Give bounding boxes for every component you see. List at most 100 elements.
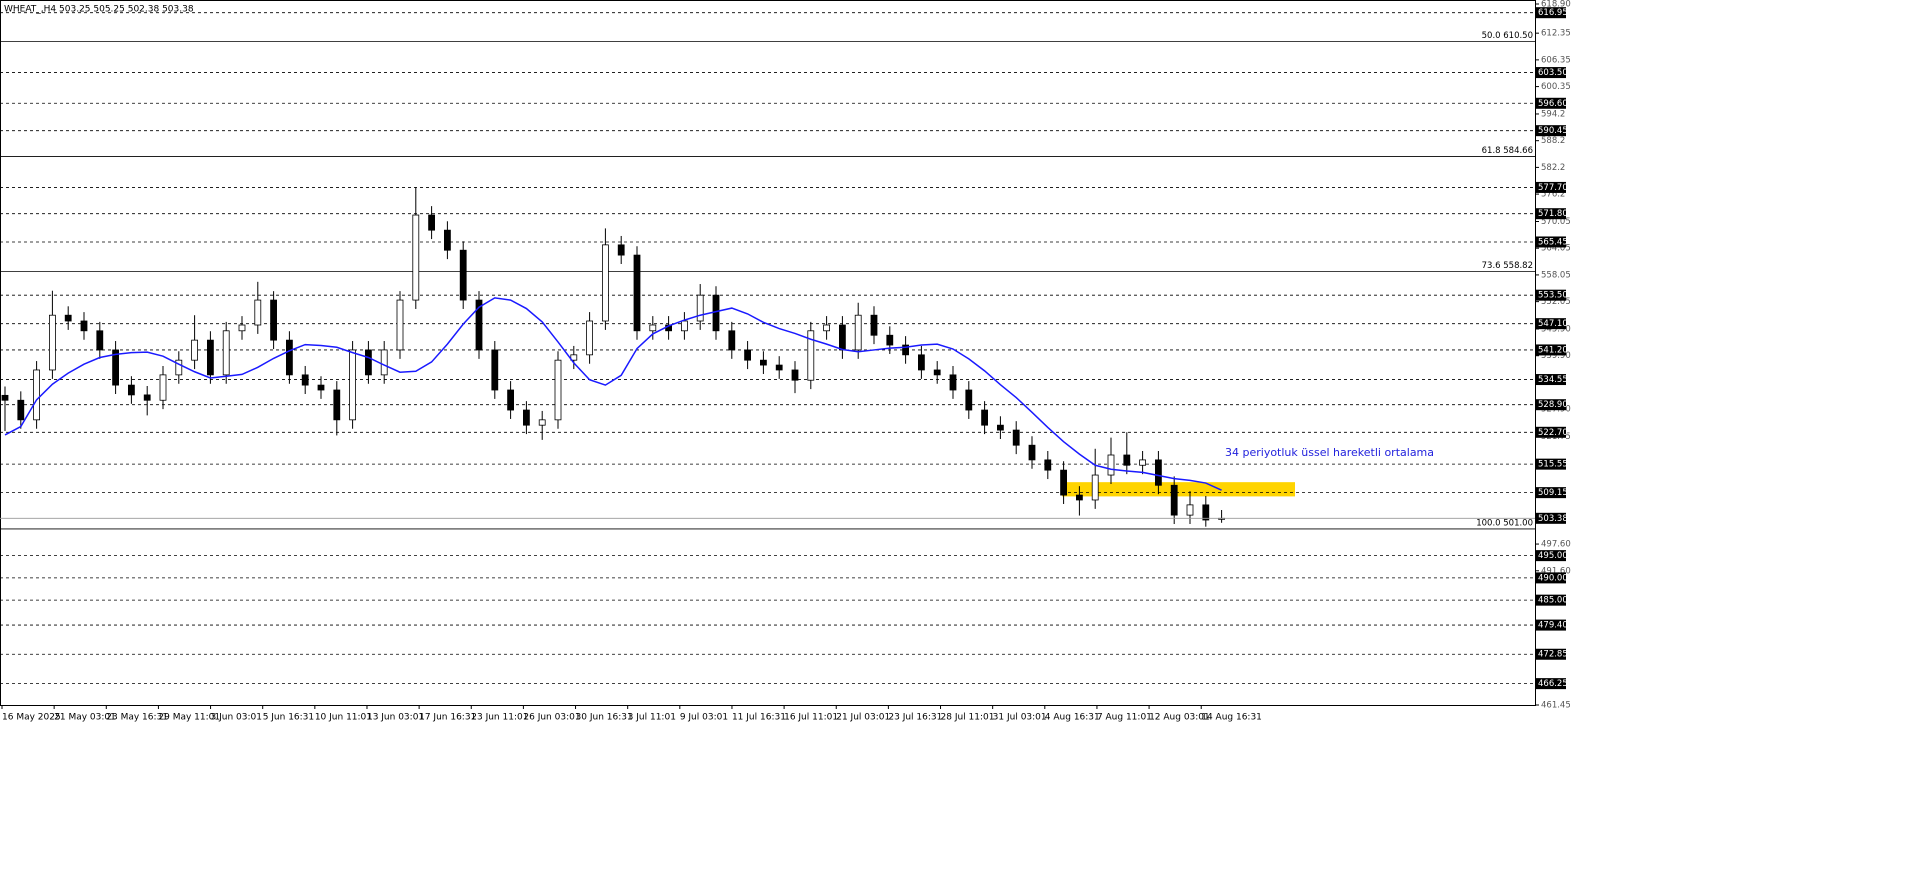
level-label: 522.70	[1538, 428, 1568, 438]
candle-body	[649, 324, 657, 332]
y-tick-label: 461.45	[1541, 701, 1571, 711]
x-tick-label: 21 Jul 03:01	[836, 713, 890, 723]
ema-line	[4, 297, 1222, 491]
level-label: 466.25	[1538, 679, 1568, 689]
level-box	[1536, 648, 1566, 660]
level-box	[1536, 426, 1566, 438]
candle-body	[949, 374, 957, 391]
candle-body	[112, 349, 119, 386]
x-tick-label: 30 Jun 16:31	[576, 713, 633, 723]
candle-body	[49, 314, 56, 371]
level-box	[1536, 487, 1566, 499]
candle-body	[270, 299, 278, 341]
level-box	[1536, 181, 1566, 193]
candle-body	[317, 384, 325, 391]
level-label: 472.85	[1538, 650, 1568, 660]
y-tick-label: 539.90	[1541, 351, 1571, 361]
candle-body	[443, 229, 451, 251]
candle-body	[823, 324, 830, 332]
level-label: 596.60	[1538, 99, 1568, 109]
candle-body	[744, 349, 751, 361]
level-box	[1536, 67, 1566, 79]
y-tick-label: 497.60	[1541, 540, 1571, 550]
y-tick-label: 618.90	[1541, 0, 1571, 10]
plot-frame	[0, 0, 1536, 706]
x-tick-label: 28 Jul 11:01	[941, 713, 995, 723]
candle-body	[396, 299, 404, 351]
y-tick-label: 491.60	[1541, 566, 1571, 576]
x-tick-label: 17 Jun 16:31	[419, 713, 476, 723]
x-tick-label: 11 Jul 16:31	[732, 713, 786, 723]
level-label: 577.70	[1538, 183, 1568, 193]
candle-body	[380, 349, 388, 376]
candle-body	[159, 374, 167, 401]
candle-body	[807, 330, 815, 381]
candle-body	[491, 349, 499, 391]
x-tick-label: 12 Aug 03:01	[1149, 713, 1210, 723]
candle-body	[1139, 459, 1146, 466]
level-box	[1536, 97, 1566, 109]
level-label: 616.95	[1538, 8, 1568, 18]
candle-body	[728, 330, 736, 351]
candle-body	[175, 359, 183, 376]
x-tick-label: 23 Jun 11:01	[471, 713, 528, 723]
y-tick-label: 594.2	[1541, 109, 1565, 119]
candle-body	[870, 314, 878, 336]
candle-body	[254, 299, 262, 326]
candle-body	[854, 314, 862, 351]
candle-body	[428, 214, 436, 231]
level-label: 515.55	[1538, 460, 1568, 470]
candle-body	[886, 334, 894, 346]
level-box	[1536, 125, 1566, 137]
candle-body	[933, 369, 941, 376]
candle-body	[143, 394, 151, 401]
candle-body	[602, 244, 609, 322]
level-box	[1536, 619, 1566, 631]
candle-body	[1060, 469, 1067, 496]
candle-body	[1044, 459, 1052, 471]
candle-body	[902, 344, 909, 356]
level-box	[1536, 458, 1566, 470]
level-label: 490.00	[1538, 573, 1568, 583]
level-box	[1536, 550, 1566, 562]
candle-body	[1170, 484, 1178, 516]
candle-body	[17, 399, 25, 421]
candle-body	[127, 384, 135, 396]
x-tick-label: 26 Jun 03:01	[523, 713, 580, 723]
level-box	[1536, 572, 1566, 584]
x-tick-label: 29 May 11:01	[158, 713, 220, 723]
y-tick-label: 552.05	[1541, 297, 1571, 307]
x-tick-label: 9 Jul 03:01	[680, 713, 728, 723]
y-tick-label: 576.2	[1541, 190, 1565, 200]
candle-body	[681, 320, 688, 332]
candle-body	[791, 369, 799, 381]
y-tick-label: 570.05	[1541, 217, 1571, 227]
x-tick-label: 14 Aug 16:31	[1201, 713, 1262, 723]
candle-body	[459, 249, 467, 301]
candle-body	[965, 389, 973, 411]
candle-body	[523, 409, 530, 426]
fib-label: 50.0 610.50	[1482, 31, 1533, 41]
candle-body	[775, 364, 783, 371]
ema-annotation: 34 periyotluk üssel hareketli ortalama	[1225, 446, 1434, 459]
x-tick-label: 3 Jul 11:01	[628, 713, 676, 723]
x-tick-label: 31 Jul 03:01	[993, 713, 1047, 723]
candle-body	[80, 320, 88, 332]
candle-body	[1155, 459, 1162, 486]
level-box	[1536, 512, 1566, 524]
level-label: 509.15	[1538, 488, 1568, 498]
chart-title: WHEAT_,H4 503.25 505.25 502.38 503.38	[4, 5, 194, 15]
x-tick-label: 21 May 03:01	[54, 713, 116, 723]
level-label: 590.45	[1538, 126, 1568, 136]
level-box	[1536, 236, 1566, 248]
y-tick-label: 582.2	[1541, 163, 1565, 173]
x-tick-label: 7 Aug 11:01	[1097, 713, 1152, 723]
candle-body	[1107, 454, 1115, 476]
level-label: 541.20	[1538, 345, 1568, 355]
candle-body	[1123, 454, 1131, 466]
level-box	[1536, 318, 1566, 330]
candle-body	[64, 314, 72, 322]
candle-body	[554, 359, 562, 421]
candle-body	[1012, 429, 1020, 446]
